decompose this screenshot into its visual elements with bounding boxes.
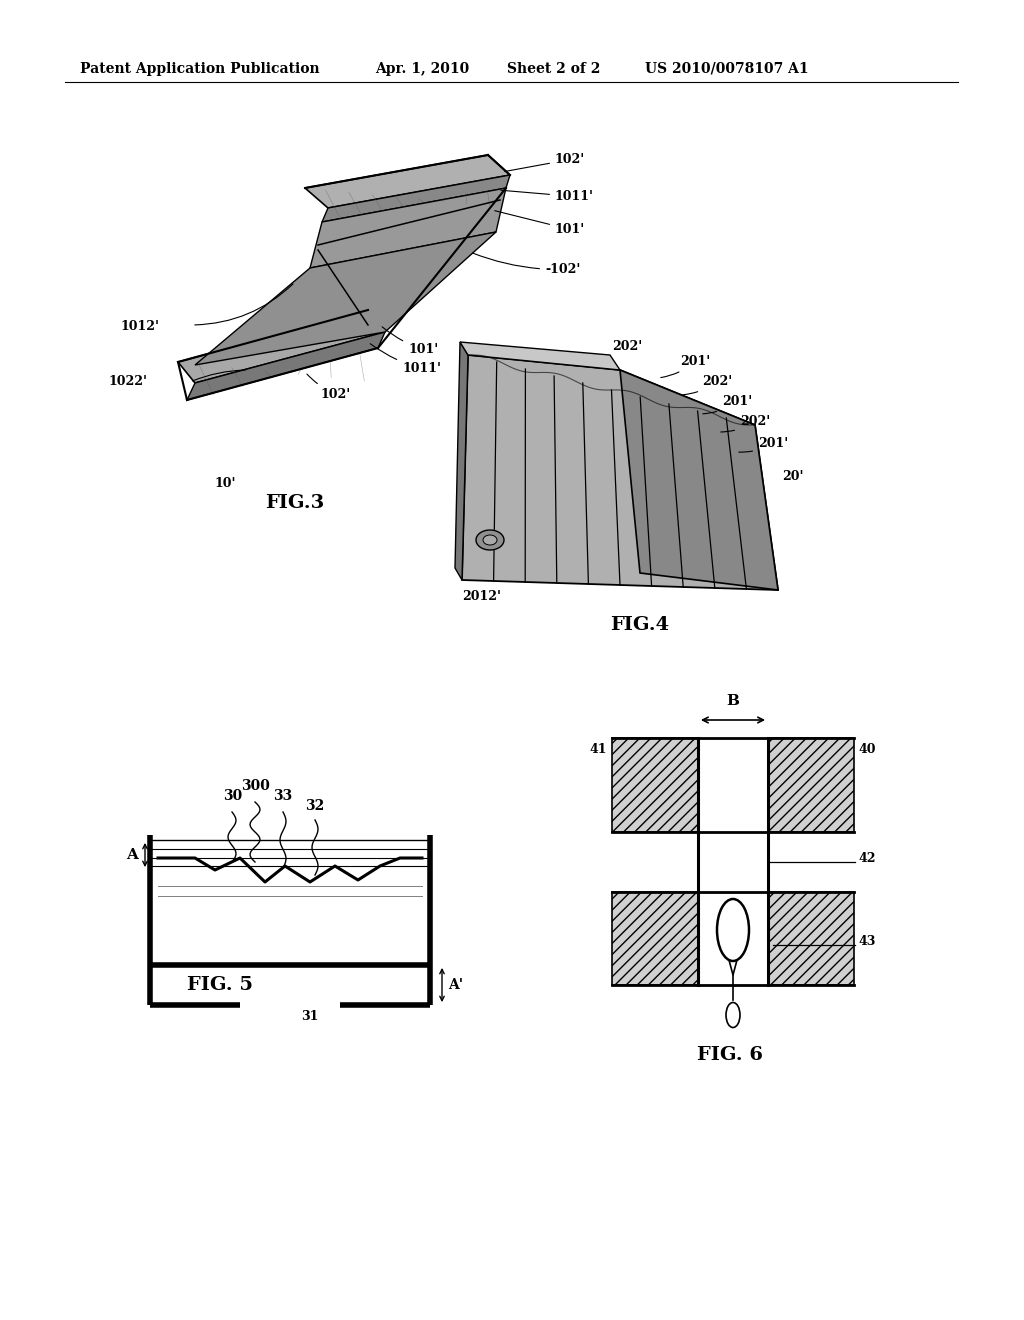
Polygon shape — [612, 892, 698, 985]
Text: 32: 32 — [305, 799, 325, 813]
Text: A': A' — [449, 978, 463, 993]
Text: 30: 30 — [223, 789, 243, 803]
Polygon shape — [195, 232, 496, 366]
Text: 202': 202' — [683, 375, 732, 395]
Text: US 2010/0078107 A1: US 2010/0078107 A1 — [645, 62, 809, 77]
Text: 202': 202' — [612, 341, 642, 352]
Polygon shape — [768, 892, 854, 985]
Polygon shape — [620, 370, 778, 590]
Ellipse shape — [483, 535, 497, 545]
Text: 33: 33 — [273, 789, 293, 803]
Text: A: A — [126, 847, 138, 862]
Ellipse shape — [476, 531, 504, 550]
Text: 41: 41 — [590, 743, 607, 756]
Text: FIG.4: FIG.4 — [610, 616, 670, 634]
Text: B: B — [726, 694, 739, 708]
Polygon shape — [178, 310, 385, 383]
Ellipse shape — [717, 899, 749, 961]
Polygon shape — [768, 738, 854, 832]
Text: 40: 40 — [858, 743, 876, 756]
Text: 31: 31 — [301, 1010, 318, 1023]
Polygon shape — [310, 187, 506, 268]
Text: 43: 43 — [858, 935, 876, 948]
Text: 102': 102' — [505, 153, 586, 172]
Text: 2012': 2012' — [462, 590, 501, 603]
Text: 300: 300 — [241, 779, 269, 793]
Text: 201': 201' — [738, 437, 788, 453]
Text: 201': 201' — [702, 395, 753, 414]
Text: FIG.3: FIG.3 — [265, 494, 325, 512]
Text: 10': 10' — [215, 477, 237, 490]
Polygon shape — [187, 333, 385, 400]
Polygon shape — [305, 154, 510, 209]
Text: FIG. 6: FIG. 6 — [697, 1045, 763, 1064]
Text: 101': 101' — [382, 327, 438, 356]
Text: 1012': 1012' — [121, 319, 160, 333]
Text: 20': 20' — [782, 470, 804, 483]
Text: 101': 101' — [495, 211, 586, 236]
Text: Apr. 1, 2010: Apr. 1, 2010 — [375, 62, 469, 77]
Polygon shape — [462, 355, 778, 590]
Text: 201': 201' — [660, 355, 711, 378]
Text: Sheet 2 of 2: Sheet 2 of 2 — [507, 62, 600, 77]
Text: 1011': 1011' — [501, 190, 594, 203]
Polygon shape — [455, 342, 468, 579]
Text: Patent Application Publication: Patent Application Publication — [80, 62, 319, 77]
Polygon shape — [322, 176, 510, 222]
Ellipse shape — [726, 1002, 740, 1027]
Polygon shape — [612, 738, 698, 832]
Text: -102': -102' — [473, 253, 581, 276]
Text: 42: 42 — [858, 851, 876, 865]
Text: 202': 202' — [721, 414, 770, 432]
Text: 102': 102' — [307, 374, 350, 401]
Text: FIG. 5: FIG. 5 — [187, 975, 253, 994]
Polygon shape — [460, 342, 620, 370]
Text: 1022': 1022' — [109, 375, 148, 388]
Text: 1011': 1011' — [371, 343, 441, 375]
